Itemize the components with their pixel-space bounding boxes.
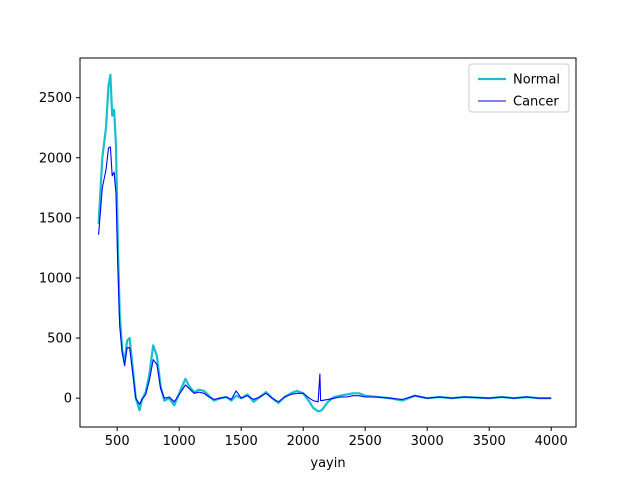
- x-tick-label: 2000: [287, 434, 320, 449]
- x-axis-label: yayin: [310, 456, 345, 471]
- y-tick-label: 2500: [39, 91, 72, 106]
- x-tick-label: 500: [105, 434, 130, 449]
- legend-label-cancer: Cancer: [513, 95, 559, 110]
- y-tick-label: 500: [47, 332, 72, 347]
- x-tick-label: 3000: [411, 434, 444, 449]
- series-line-normal: [97, 73, 552, 413]
- legend: Normal Cancer: [468, 63, 570, 113]
- x-tick-label: 1000: [163, 434, 196, 449]
- series-line-cancer: [98, 146, 552, 405]
- plot-lines: [97, 73, 552, 413]
- x-tick-label: 1500: [225, 434, 258, 449]
- y-tick-label: 1000: [39, 271, 72, 286]
- x-tick-label: 4000: [535, 434, 568, 449]
- y-tick-label: 1500: [39, 211, 72, 226]
- x-axis: 500 1000 1500 2000 2500 3000 3500 4000: [105, 427, 568, 449]
- legend-label-normal: Normal: [513, 73, 560, 88]
- legend-box: [468, 63, 570, 113]
- y-axis: 0 500 1000 1500 2000 2500: [39, 91, 80, 407]
- y-tick-label: 0: [64, 392, 72, 407]
- y-tick-label: 2000: [39, 151, 72, 166]
- plot-frame: [79, 57, 577, 428]
- x-tick-label: 3500: [473, 434, 506, 449]
- x-tick-label: 2500: [349, 434, 382, 449]
